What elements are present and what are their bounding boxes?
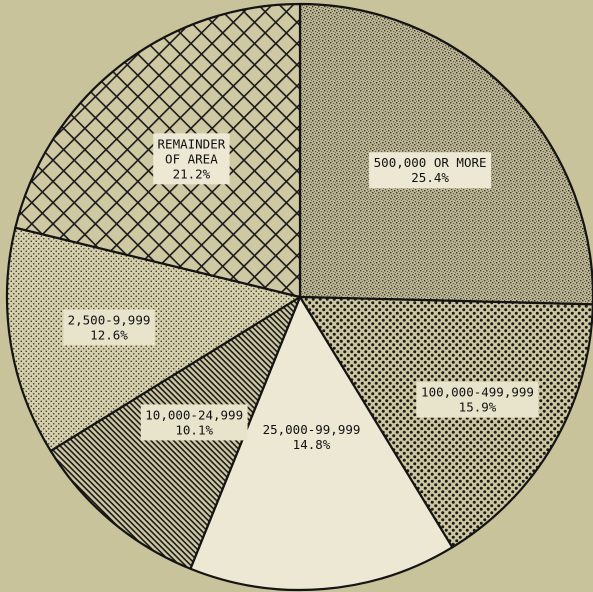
slice-category-label: REMAINDER: [158, 136, 226, 151]
slice-category-label: 25,000-99,999: [263, 422, 361, 437]
slice-value-label: 12.6%: [90, 327, 128, 342]
slice-category-label: 500,000 OR MORE: [374, 155, 487, 170]
slice-label-background: [63, 309, 155, 346]
pie-slice-2: [298, 295, 593, 549]
slice-label-background: [416, 381, 539, 418]
pie-slice-3: [189, 295, 454, 592]
slice-category-label: 100,000-499,999: [421, 385, 534, 400]
slice-label-background: [369, 152, 492, 189]
slice-value-label: 25.4%: [411, 170, 449, 185]
slice-category-label: 2,500-9,999: [68, 312, 151, 327]
slice-value-label: 14.8%: [293, 437, 331, 452]
slice-value-label: 21.2%: [173, 166, 211, 181]
slice-category-label: OF AREA: [165, 151, 218, 166]
slice-label-background: [140, 404, 248, 441]
slice-value-label: 10.1%: [175, 422, 213, 437]
slice-value-label: 15.9%: [459, 400, 497, 415]
slice-label-background: [153, 133, 230, 185]
slice-category-label: 10,000-24,999: [145, 407, 243, 422]
